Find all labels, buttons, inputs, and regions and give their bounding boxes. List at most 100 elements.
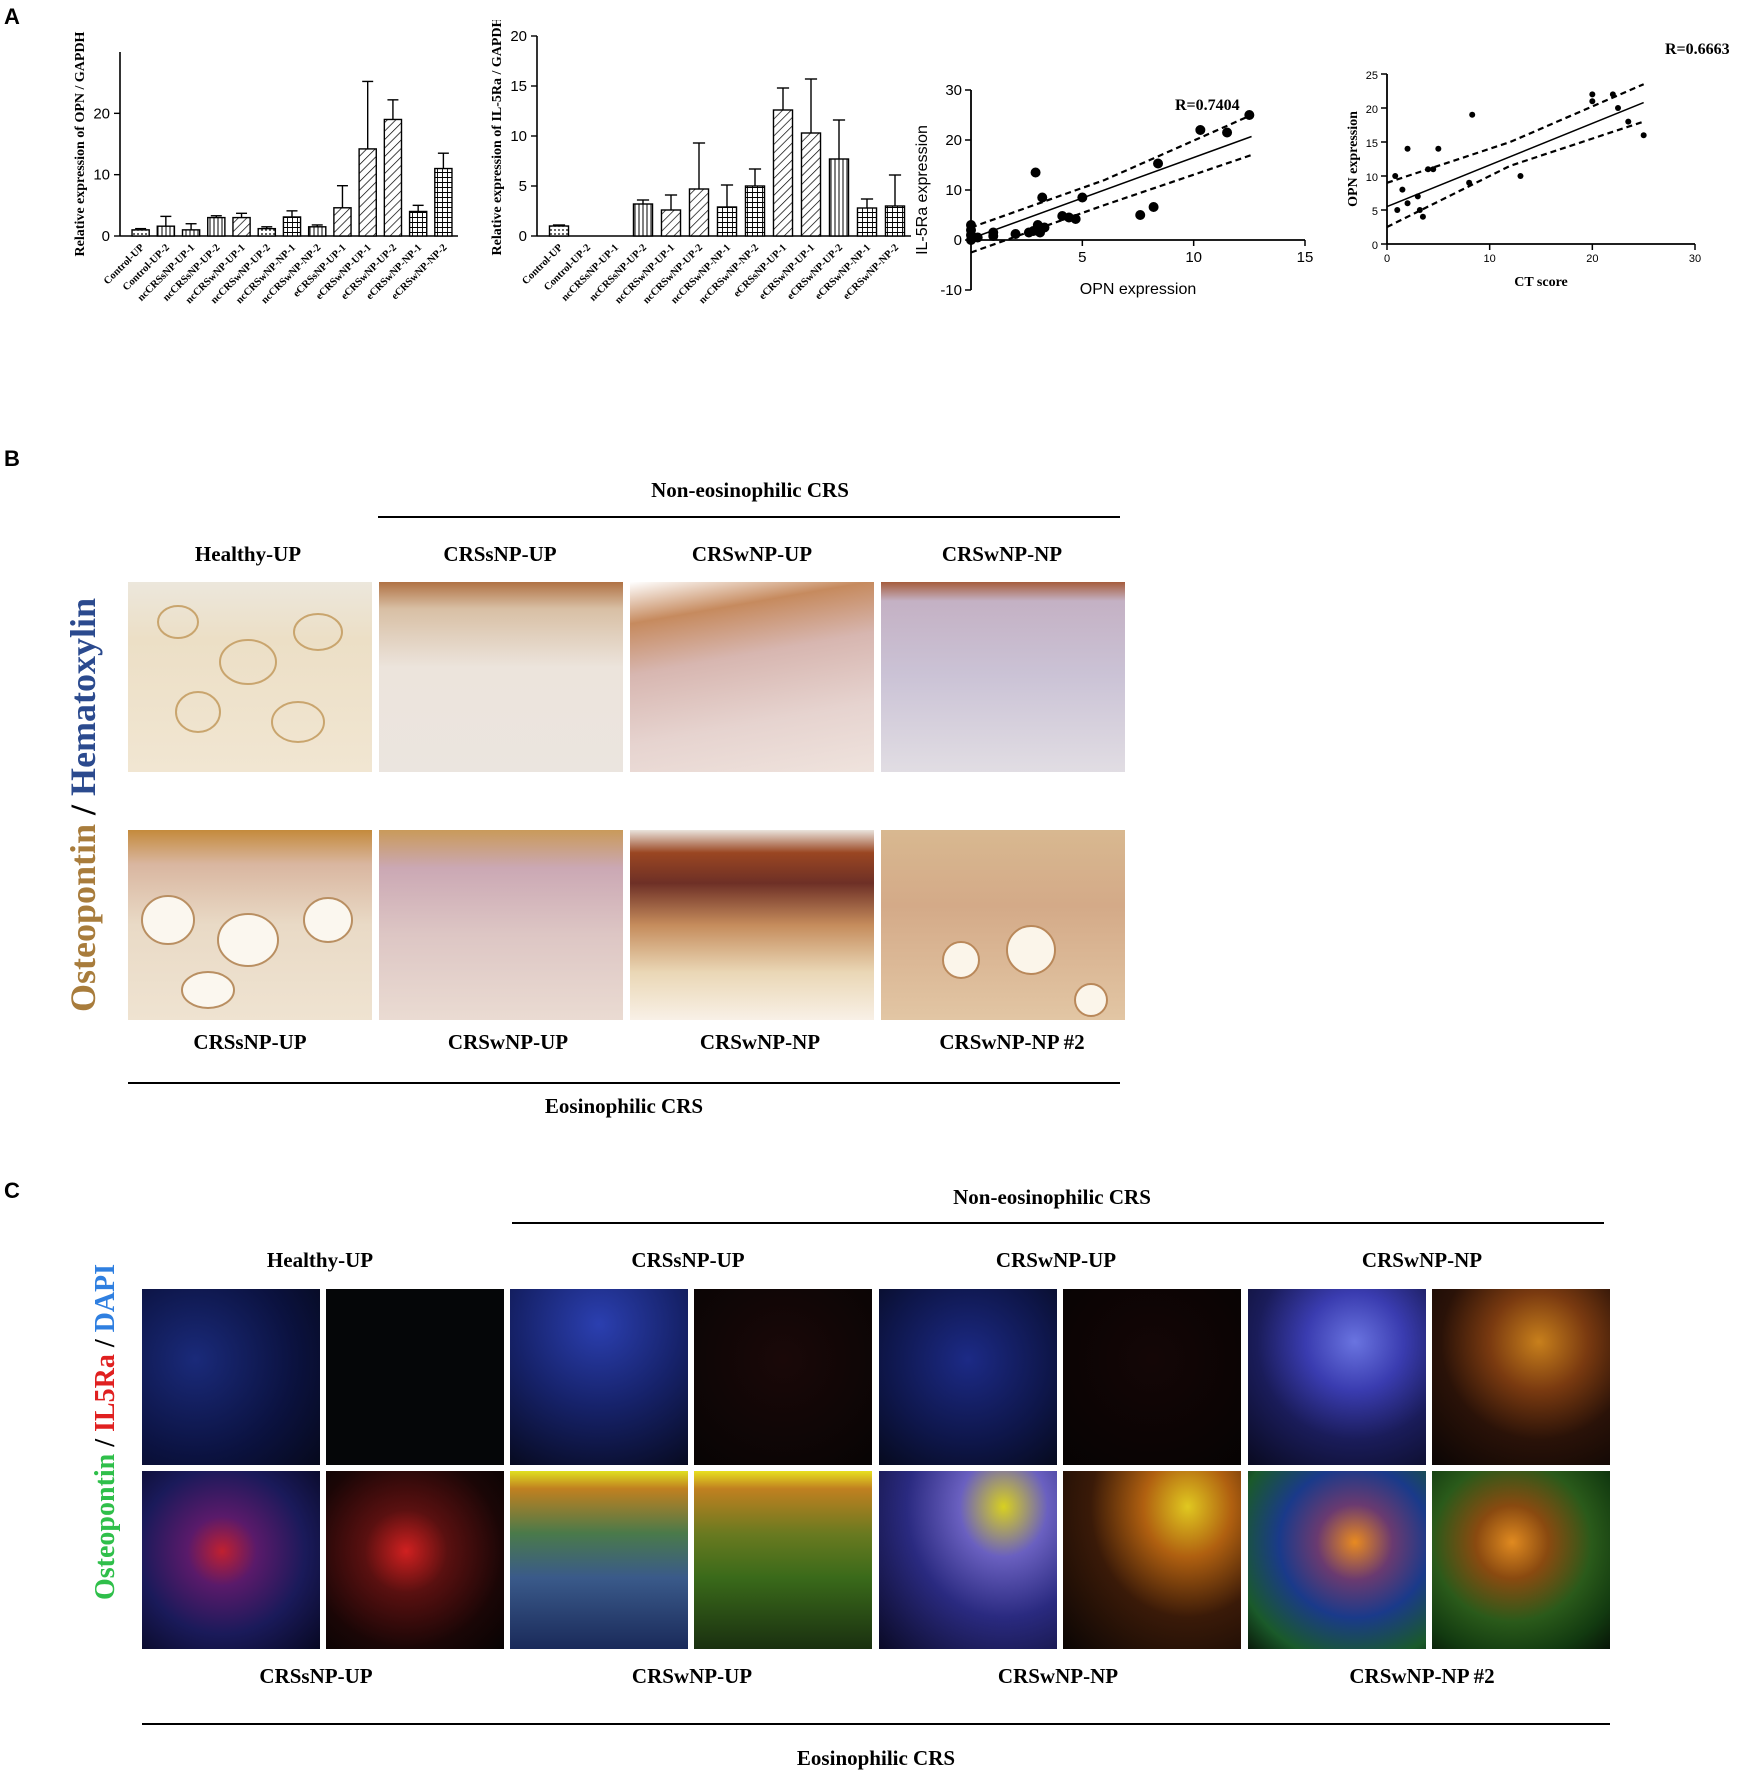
y-tick-label: 15 bbox=[510, 78, 527, 95]
bar bbox=[688, 188, 710, 237]
panel-b-top-label-4: CRSwNP-NP bbox=[941, 542, 1063, 566]
bar-chart-il5ra: 0 5 10 15 20 Relative expression of IL-5Ra / … bbox=[490, 20, 911, 306]
data-point bbox=[1430, 166, 1437, 173]
y-tick-label: 25 bbox=[1366, 70, 1378, 82]
panel-c-bottom-divider bbox=[142, 1723, 1610, 1725]
panel-c-group-top: Non-eosinophilic CRS bbox=[953, 1185, 1151, 1209]
panel-c-top-label-4: CRSwNP-NP bbox=[1361, 1248, 1483, 1272]
y-axis-label: Relative expression of IL-5Ra / GAPDH bbox=[490, 20, 505, 255]
data-point bbox=[1404, 200, 1411, 207]
panel-c-bottom-label-2: CRSwNP-UP bbox=[631, 1664, 753, 1688]
il5ra-label: IL5Ra bbox=[90, 1354, 121, 1432]
panel-b-bottom-label-4: CRSwNP-NP #2 bbox=[939, 1030, 1085, 1054]
panel-b-top-label-3: CRSwNP-UP bbox=[691, 542, 813, 566]
panel-letter-a: A bbox=[4, 4, 20, 29]
if-image-e-crswnp-np-green-red bbox=[1063, 1471, 1241, 1649]
if-image-healthy-up-green-red bbox=[326, 1289, 504, 1465]
bar bbox=[772, 109, 794, 237]
panel-b-group-bottom: Eosinophilic CRS bbox=[544, 1094, 704, 1118]
panel-letter-c: C bbox=[4, 1178, 20, 1203]
bar bbox=[333, 207, 352, 237]
bar bbox=[884, 205, 906, 237]
data-point bbox=[988, 227, 999, 238]
bar bbox=[383, 118, 403, 237]
if-image-crswnp-np-merge bbox=[1248, 1289, 1426, 1465]
ihc-image-e-crswnp-up bbox=[379, 830, 623, 1020]
ci-lower-line bbox=[970, 153, 1252, 254]
bar bbox=[282, 216, 302, 237]
y-axis-label: IL-5Ra expression bbox=[915, 125, 931, 255]
bar bbox=[257, 227, 277, 237]
panel-c-top-label-2: CRSsNP-UP bbox=[631, 1248, 745, 1272]
x-tick-label: 10 bbox=[1185, 249, 1202, 266]
x-axis-label: OPN expression bbox=[1080, 281, 1197, 298]
data-point bbox=[1435, 145, 1442, 152]
ci-lower-line bbox=[1386, 120, 1645, 228]
bar bbox=[358, 148, 377, 237]
ihc-image-healthy-up bbox=[128, 582, 372, 772]
data-point bbox=[1037, 192, 1048, 203]
data-point bbox=[1625, 118, 1632, 125]
data-point bbox=[1609, 91, 1616, 98]
y-tick-label: 5 bbox=[1372, 206, 1378, 218]
data-point bbox=[1010, 229, 1021, 239]
if-image-crssnp-up-merge bbox=[510, 1289, 688, 1465]
panel-b-top-label-2: CRSsNP-UP bbox=[443, 542, 557, 566]
data-point bbox=[966, 220, 976, 230]
y-tick-label: -10 bbox=[940, 282, 962, 299]
y-tick-label: 20 bbox=[510, 28, 527, 45]
bar bbox=[434, 167, 453, 237]
y-axis-label: Relative expression of OPN / GAPDH bbox=[73, 31, 88, 256]
stain-separator: / bbox=[90, 1332, 121, 1355]
if-image-crswnp-up-merge bbox=[879, 1289, 1057, 1465]
ihc-image-e-crssnp-up bbox=[128, 830, 372, 1020]
bar bbox=[307, 226, 327, 237]
bar bbox=[800, 132, 822, 237]
y-tick-label: 20 bbox=[1366, 104, 1378, 116]
panel-c-bottom-label-1: CRSsNP-UP bbox=[259, 1664, 373, 1688]
bar bbox=[632, 203, 654, 237]
if-image-e-crswnp-np-2-green-red bbox=[1432, 1471, 1610, 1649]
ihc-image-e-crswnp-np bbox=[630, 830, 874, 1020]
ci-upper-line bbox=[970, 113, 1253, 229]
data-point bbox=[1077, 192, 1088, 203]
panel-c-bottom-label-3: CRSwNP-NP bbox=[997, 1664, 1119, 1688]
data-point bbox=[1425, 166, 1432, 173]
ihc-image-crswnp-up bbox=[630, 582, 874, 772]
bar bbox=[181, 229, 201, 237]
osteopontin-label: Osteopontin bbox=[90, 1453, 121, 1600]
y-tick-label: 20 bbox=[93, 105, 110, 122]
data-point bbox=[1148, 202, 1159, 212]
regression-line bbox=[1386, 101, 1644, 208]
panel-c-group-bottom: Eosinophilic CRS bbox=[796, 1746, 956, 1770]
bar bbox=[548, 225, 570, 237]
data-point bbox=[1419, 213, 1426, 220]
y-tick-label: 15 bbox=[1366, 138, 1378, 150]
if-image-e-crswnp-np-2-merge bbox=[1248, 1471, 1426, 1649]
y-tick-label: 0 bbox=[102, 228, 110, 245]
panel-b-bottom-label-1: CRSsNP-UP bbox=[193, 1030, 307, 1054]
data-point bbox=[1030, 167, 1041, 178]
scatter-ct-opn: 0 5 10 15 20 25 0 10 20 30 CT score OPN expression R… bbox=[1346, 41, 1730, 290]
bar bbox=[744, 185, 766, 237]
data-point bbox=[1466, 179, 1473, 186]
stain-separator: / bbox=[63, 795, 103, 824]
panel-c-bottom-label-4: CRSwNP-NP #2 bbox=[1349, 1664, 1495, 1688]
data-point bbox=[1153, 158, 1164, 169]
panel-b-bottom-divider bbox=[128, 1082, 1120, 1084]
panel-c-top-label-1: Healthy-UP bbox=[266, 1248, 374, 1272]
x-tick-label: 0 bbox=[1384, 253, 1390, 265]
x-tick-label: 5 bbox=[1078, 249, 1086, 266]
y-tick-label: 10 bbox=[945, 182, 962, 199]
x-axis-label: CT score bbox=[1514, 275, 1568, 290]
if-image-crswnp-np-green-red bbox=[1432, 1289, 1610, 1465]
data-point bbox=[1070, 214, 1081, 224]
if-image-e-crssnp-up-merge bbox=[142, 1471, 320, 1649]
y-tick-label: 30 bbox=[945, 82, 962, 99]
data-point bbox=[1039, 222, 1050, 233]
y-tick-label: 0 bbox=[954, 232, 962, 249]
if-image-e-crswnp-np-merge bbox=[879, 1471, 1057, 1649]
data-point bbox=[1469, 111, 1476, 118]
panel-c-top-label-3: CRSwNP-UP bbox=[995, 1248, 1117, 1272]
